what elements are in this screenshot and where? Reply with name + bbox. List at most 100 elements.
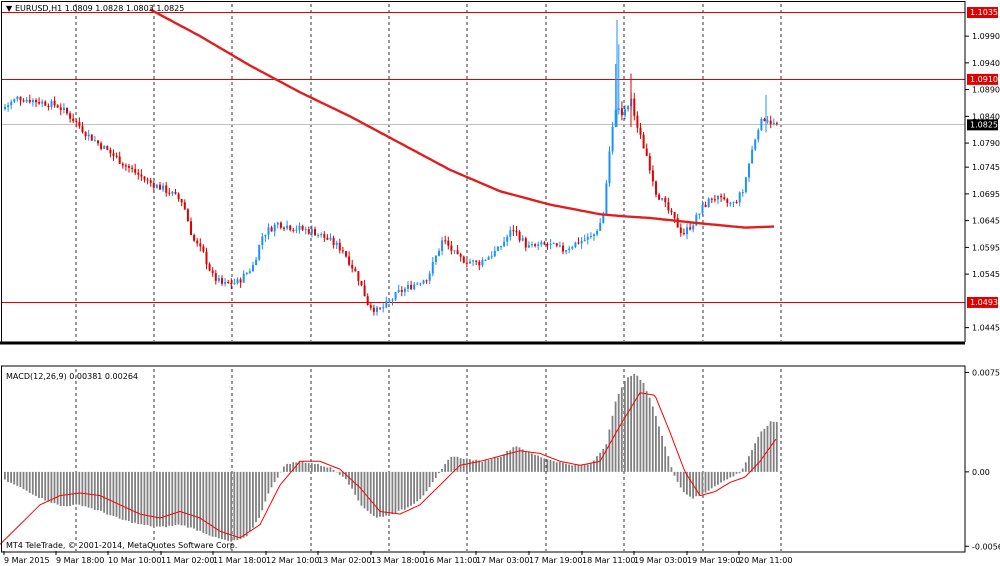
macd-bar <box>230 471 233 542</box>
macd-bar <box>149 471 152 527</box>
candle-body <box>744 177 747 193</box>
macd-bar <box>583 464 586 472</box>
macd-bar <box>577 464 580 472</box>
macd-bar <box>165 471 167 528</box>
macd-bar <box>624 380 626 472</box>
level-price-badge <box>967 296 998 308</box>
macd-bar <box>738 471 741 474</box>
candle-body <box>59 107 62 110</box>
macd-bar <box>341 471 344 477</box>
candle-body <box>66 107 68 114</box>
macd-bar <box>673 471 676 476</box>
candle-body <box>56 105 59 108</box>
candle-body <box>270 227 273 232</box>
candle-body <box>214 273 217 281</box>
macd-bar <box>292 462 295 472</box>
macd-bar <box>438 471 440 474</box>
price-axis: 1.0990 1.0940 1.0890 1.0840 1.0790 1.0745 1.06… <box>965 7 1000 551</box>
candle-body <box>345 251 347 257</box>
macd-bar <box>162 471 164 527</box>
candle-body <box>642 134 645 149</box>
header-marker-icon[interactable]: ▼ <box>6 4 13 13</box>
macd-bar <box>180 471 183 526</box>
time-tick-label: 9 Mar 18:00 <box>56 556 104 565</box>
candle-body <box>19 96 22 101</box>
macd-bar <box>106 471 109 515</box>
candle-body <box>506 236 509 242</box>
candle-body <box>763 118 766 122</box>
candle-body <box>224 281 227 284</box>
candle-body <box>472 260 475 262</box>
macd-bar <box>698 471 701 496</box>
macd-bar <box>726 471 729 480</box>
candle-body <box>320 234 323 236</box>
macd-bar <box>472 460 474 472</box>
candle-body <box>410 284 413 290</box>
macd-bar <box>682 471 685 493</box>
macd-bar <box>372 471 375 516</box>
macd-bar <box>658 426 660 472</box>
macd-bar <box>233 471 236 541</box>
macd-bar <box>174 471 177 526</box>
macd-bar <box>596 456 598 472</box>
macd-bar <box>103 471 105 513</box>
candle-body <box>276 222 279 225</box>
candle-body <box>252 265 254 272</box>
macd-frame <box>1 365 966 553</box>
candle-body <box>177 193 180 199</box>
candle-body <box>227 281 230 284</box>
macd-bar <box>465 458 468 472</box>
candle-body <box>221 278 223 284</box>
price-tick-label: 1.0940 <box>972 59 1000 68</box>
candle-body <box>382 307 385 309</box>
macd-bar <box>490 459 493 472</box>
candle-body <box>580 240 583 244</box>
macd-bar <box>227 471 229 541</box>
macd-bar <box>205 471 208 535</box>
candle-body <box>87 134 90 137</box>
candle-body <box>230 283 233 285</box>
macd-bar <box>664 446 667 472</box>
candle-body <box>577 242 580 244</box>
macd-bar <box>568 464 570 472</box>
macd-bar <box>59 471 62 507</box>
candle-body <box>698 213 701 215</box>
macd-bar <box>496 457 499 472</box>
macd-bar <box>217 471 220 539</box>
macd-histogram <box>4 374 778 542</box>
macd-bar <box>109 471 112 516</box>
candle-body <box>162 185 165 190</box>
symbol-header: EURUSD,H1 1.0809 1.0828 1.0803 1.0825 <box>15 4 184 13</box>
candle-body <box>754 139 757 150</box>
macd-bar <box>655 415 657 472</box>
price-tick-label: 1.0990 <box>972 32 1000 41</box>
time-tick-label: 20 Mar 11:00 <box>739 556 792 565</box>
candle-body <box>518 231 521 241</box>
candle-body <box>341 250 344 252</box>
macd-bar <box>487 459 490 472</box>
macd-bar <box>403 471 406 510</box>
candle-body <box>527 245 530 248</box>
macd-bar <box>701 471 704 495</box>
macd-bar <box>593 460 595 472</box>
candle-body <box>469 261 471 264</box>
candle-body <box>720 195 723 198</box>
macd-bar <box>273 471 276 483</box>
macd-bar <box>385 471 388 516</box>
macd-bar <box>558 462 561 472</box>
macd-bar <box>66 471 68 507</box>
candle-body <box>717 195 719 200</box>
candle-body <box>732 202 735 204</box>
candle-body <box>481 260 484 266</box>
candle-body <box>701 204 704 214</box>
candle-body <box>363 285 366 297</box>
candle-body <box>283 227 285 229</box>
macd-bar <box>534 454 536 472</box>
candle-body <box>543 242 546 245</box>
macd-bar <box>326 467 329 472</box>
macd-bar <box>31 471 34 495</box>
candle-body <box>620 108 623 116</box>
macd-bar <box>25 471 28 491</box>
candle-body <box>447 240 450 246</box>
